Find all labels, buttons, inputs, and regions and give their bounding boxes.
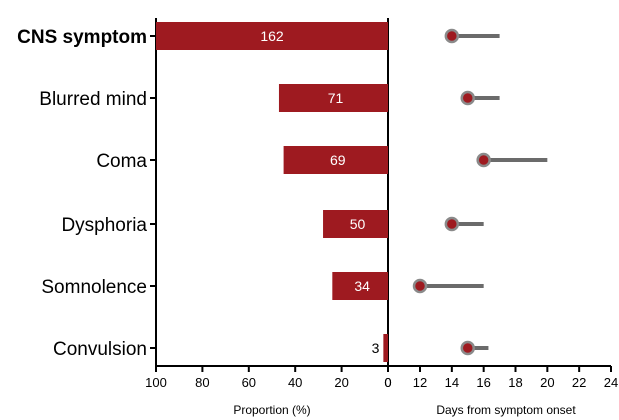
data-label: 34: [354, 278, 370, 294]
bar: [156, 22, 388, 50]
x-tick-label: 18: [508, 375, 522, 390]
bar: [332, 272, 388, 300]
x-tick-label: 80: [195, 375, 209, 390]
data-label: 3: [372, 340, 380, 356]
data-label: 50: [350, 216, 366, 232]
x-tick-label: 24: [604, 375, 618, 390]
x-tick-label: 0: [384, 375, 391, 390]
median-point: [476, 152, 491, 168]
median-point: [444, 28, 460, 44]
days-panel: 0 12 14 16 18 20 22 24 Days from symptom onset: [384, 28, 618, 417]
data-label: 69: [330, 152, 346, 168]
category-label: Dysphoria: [61, 215, 147, 236]
x-tick-label: 60: [242, 375, 256, 390]
median-point: [460, 90, 475, 106]
median-point: [460, 340, 475, 356]
x-axis-title: Days from symptom onset: [436, 403, 576, 417]
bar: [283, 146, 388, 174]
median-point: [412, 278, 428, 294]
x-tick-label: 12: [413, 375, 427, 390]
x-tick-label: 100: [145, 375, 167, 390]
proportion-panel: CNS symptom 162 Blurred mind 71 Coma 69 Dyspho…: [17, 18, 392, 417]
bar: [323, 210, 388, 238]
x-tick-label: 20: [540, 375, 554, 390]
category-label: Somnolence: [41, 277, 147, 298]
x-tick-label: 22: [572, 375, 586, 390]
x-tick-label: 14: [445, 375, 459, 390]
data-label: 162: [260, 28, 284, 44]
x-tick-label: 20: [334, 375, 348, 390]
x-tick-label: 40: [288, 375, 302, 390]
category-label: Convulsion: [53, 339, 147, 360]
category-label: Coma: [96, 151, 147, 172]
bar: [278, 84, 388, 112]
median-point: [444, 216, 460, 232]
x-axis-title: Proportion (%): [233, 403, 310, 417]
category-label: Blurred mind: [39, 89, 147, 110]
category-label: CNS symptom: [17, 27, 147, 48]
data-label: 71: [328, 90, 344, 106]
bar: [383, 334, 388, 362]
x-tick-label: 16: [476, 375, 490, 390]
x-tick-label: 0: [384, 375, 391, 390]
